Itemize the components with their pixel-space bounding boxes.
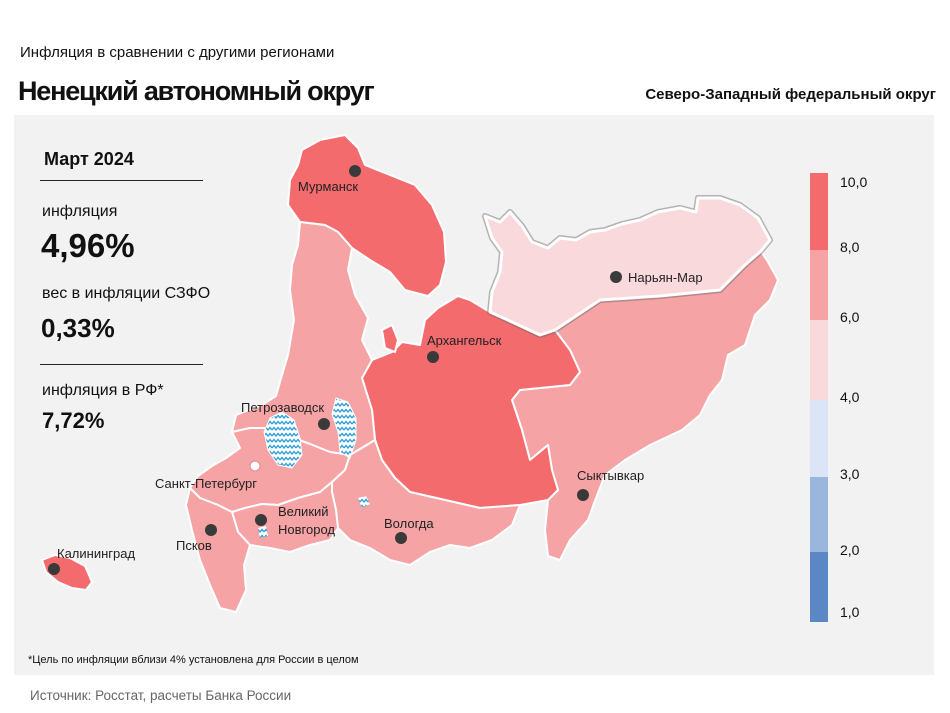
city-label-pskov: Псков [176,538,212,553]
city-label-velikiy: Великий [278,504,329,519]
city-dot-pskov [205,524,217,536]
city-dot-murmansk [349,165,361,177]
city-dot-vologda [395,532,407,544]
spb-marker [249,460,261,472]
divider-top [40,180,203,181]
city-label-kaliningrad: Калининград [57,546,135,561]
region-murmansk[interactable] [287,134,447,297]
city-dot-novgorod [255,514,267,526]
city-dot-kaliningrad [48,563,60,575]
legend-tick-2: 2,0 [840,542,860,558]
legend-bin-6-8 [810,250,828,320]
legend-tick-8: 8,0 [840,239,860,255]
footnote: *Цель по инфляции вблизи 4% установлена … [28,654,359,666]
legend-bin-4-6 [810,320,828,400]
city-label-vologda: Вологда [384,516,434,531]
region-novgorod[interactable] [231,481,339,553]
lake-ilmen [258,526,268,538]
city-label-petrozavodsk: Петрозаводск [241,400,324,415]
city-dot-arkhangelsk [427,351,439,363]
city-dot-petrozavodsk [318,418,330,430]
city-label-murmansk: Мурманск [298,179,358,194]
legend-tick-1: 1,0 [840,604,860,620]
city-label-syktyvkar: Сыктывкар [577,468,644,483]
region-nenets[interactable] [483,196,772,337]
legend-bin-1-2 [810,552,828,622]
city-dot-syktyvkar [577,489,589,501]
legend-bin-3-4 [810,400,828,477]
weight-label: вес в инфляции СЗФО [42,285,211,302]
city-label-arkhangelsk: Архангельск [427,333,502,348]
legend-bin-8-10 [810,173,828,250]
lake-ladoga [263,411,303,469]
district-title: Северо-Западный федеральный округ [645,86,936,103]
legend-bin-2-3 [810,477,828,552]
russia-inflation-label: инфляция в РФ* [42,382,164,399]
region-pskov[interactable] [185,487,251,613]
city-label-spb: Санкт-Петербург [155,476,257,491]
source-note: Источник: Росстат, расчеты Банка России [30,688,292,703]
russia-inflation-value: 7,72% [42,408,105,433]
inflation-value: 4,96% [41,227,135,264]
city-label-naryanmar: Нарьян-Мар [628,270,703,285]
legend-tick-4: 4,0 [840,389,860,405]
legend-tick-6: 6,0 [840,309,860,325]
weight-value: 0,33% [41,313,115,343]
supertitle: Инфляция в сравнении с другими регионами [20,44,335,61]
divider-bottom [40,364,203,365]
inflation-label: инфляция [42,203,118,220]
page-title: Ненецкий автономный округ [18,76,375,106]
city-dot-naryanmar [610,271,622,283]
lake-beloye [358,496,370,508]
lake-onega [331,397,357,459]
month-label: Март 2024 [44,149,134,169]
legend-tick-3: 3,0 [840,466,860,482]
legend: 10,0 8,0 6,0 4,0 3,0 2,0 1,0 [810,173,867,622]
city-label-novgorod: Новгород [278,522,335,537]
legend-tick-10: 10,0 [840,174,867,190]
region-arkhangelsk-islet [381,324,399,353]
